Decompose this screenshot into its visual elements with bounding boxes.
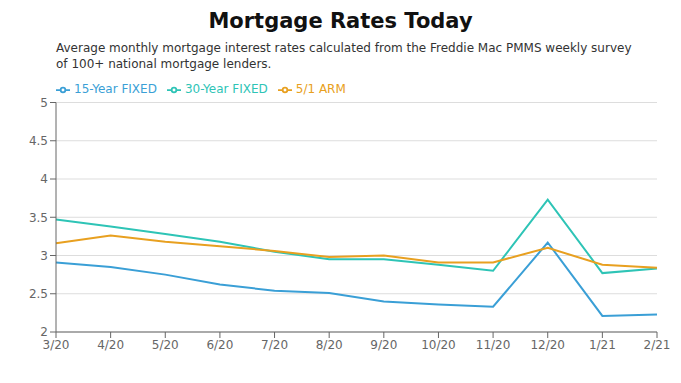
- svg-text:8/20: 8/20: [316, 338, 343, 352]
- svg-text:3.5: 3.5: [29, 211, 48, 225]
- svg-text:5: 5: [40, 96, 48, 110]
- svg-text:4.5: 4.5: [29, 134, 48, 148]
- svg-text:2/21: 2/21: [644, 338, 671, 352]
- svg-text:4/20: 4/20: [97, 338, 124, 352]
- svg-text:10/20: 10/20: [421, 338, 456, 352]
- svg-text:2: 2: [40, 325, 48, 339]
- svg-text:3/20: 3/20: [43, 338, 70, 352]
- html-text:30-Year FIXED: 30-Year FIXED: [184, 82, 268, 96]
- svg-text:2.5: 2.5: [29, 287, 48, 301]
- svg-text:7/20: 7/20: [261, 338, 288, 352]
- svg-text:1/21: 1/21: [589, 338, 616, 352]
- svg-text:6/20: 6/20: [206, 338, 233, 352]
- svg-text:5/20: 5/20: [152, 338, 179, 352]
- html-text:of 100+ national mortgage lend: of 100+ national mortgage lenders.: [56, 57, 272, 71]
- svg-text:12/20: 12/20: [530, 338, 565, 352]
- svg-text:3: 3: [40, 249, 48, 263]
- svg-text:4: 4: [40, 172, 48, 186]
- html-text:5/1 ARM: 5/1 ARM: [295, 82, 346, 96]
- html-text:Average monthly mortgage inter: Average monthly mortgage interest rates …: [56, 41, 632, 55]
- html-text:Mortgage Rates Today: Mortgage Rates Today: [208, 9, 473, 33]
- svg-text:9/20: 9/20: [370, 338, 397, 352]
- svg-text:11/20: 11/20: [476, 338, 511, 352]
- html-text:15-Year FIXED: 15-Year FIXED: [74, 82, 157, 96]
